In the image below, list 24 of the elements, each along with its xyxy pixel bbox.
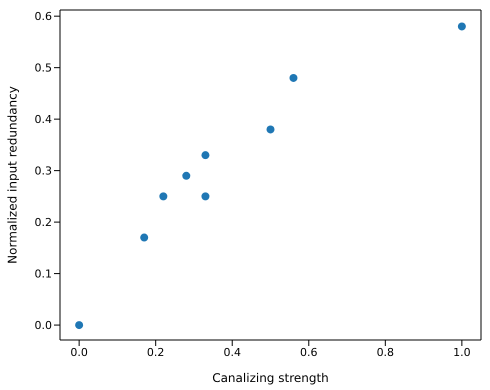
- point: [159, 192, 168, 200]
- y-tick-label: 0.5: [34, 62, 52, 75]
- x-tick-label: 0.8: [376, 346, 394, 359]
- y-tick-label: 0.4: [34, 113, 52, 126]
- x-tick-label: 0.2: [146, 346, 164, 359]
- y-tick-label: 0.6: [34, 10, 52, 24]
- x-tick-label: 0.6: [300, 346, 318, 359]
- point: [201, 192, 210, 200]
- point: [182, 172, 190, 180]
- point: [75, 321, 84, 330]
- x-axis-title: Canalizing strength: [212, 371, 329, 385]
- point: [289, 74, 298, 82]
- point: [458, 22, 466, 30]
- point: [266, 125, 274, 134]
- x-tick-label: 0.4: [223, 346, 241, 359]
- y-tick-label: 0.2: [34, 216, 52, 230]
- x-tick-label: 1.0: [453, 346, 471, 359]
- point: [140, 234, 148, 242]
- y-tick-label: 0.3: [34, 164, 52, 178]
- y-tick-label: 0.1: [34, 267, 52, 280]
- point: [201, 151, 210, 160]
- y-tick-label: 0.0: [34, 318, 52, 332]
- x-tick-label: 0.0: [70, 346, 88, 359]
- y-axis-title: Normalized input redundancy: [5, 86, 20, 264]
